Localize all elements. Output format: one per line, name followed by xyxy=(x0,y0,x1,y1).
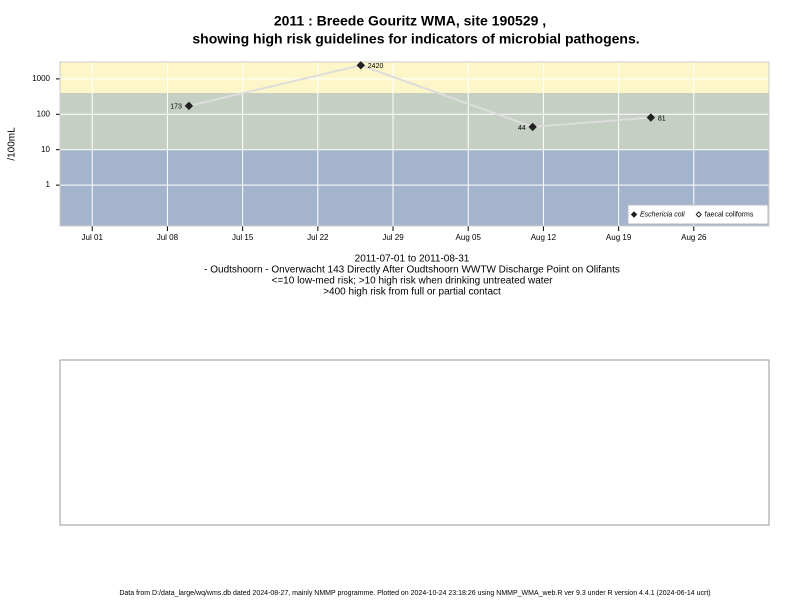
series-line xyxy=(188,64,651,128)
empty-panel xyxy=(59,359,770,526)
legend-label: Eschericia coli xyxy=(640,211,685,218)
subtitle: 2011-07-01 to 2011-08-31 xyxy=(355,254,470,265)
risk-band xyxy=(60,62,769,93)
data-point xyxy=(646,113,656,122)
data-point xyxy=(528,122,537,132)
x-tick-label: Aug 12 xyxy=(531,233,557,242)
legend-marker xyxy=(630,211,638,218)
legend-box xyxy=(627,204,769,225)
y-axis-label: /100mL xyxy=(7,127,18,161)
data-label: 44 xyxy=(518,125,526,132)
subtitle: - Oudtshoorn - Onverwacht 143 Directly A… xyxy=(204,265,620,276)
chart-title: 2011 : Breede Gouritz WMA, site 190529 , xyxy=(274,13,546,29)
subtitle: >400 high risk from full or partial cont… xyxy=(323,287,501,298)
data-point xyxy=(356,61,365,70)
x-tick-label: Jul 29 xyxy=(382,233,404,242)
data-label: 173 xyxy=(170,104,182,111)
footer: Data from D:/data_large/wq/wms.db dated … xyxy=(119,590,710,597)
data-label: 2420 xyxy=(368,63,384,70)
legend-label: faecal coliforms xyxy=(705,211,754,218)
x-tick-label: Aug 19 xyxy=(606,233,632,242)
x-tick-label: Jul 08 xyxy=(157,233,179,242)
data-label: 81 xyxy=(658,115,666,122)
x-tick-label: Jul 22 xyxy=(307,233,329,242)
y-tick-label: 10 xyxy=(41,145,50,154)
y-tick-label: 1000 xyxy=(32,74,50,83)
x-tick-label: Aug 05 xyxy=(456,233,482,242)
x-tick-label: Jul 01 xyxy=(82,233,104,242)
legend-marker xyxy=(695,211,702,218)
subtitle: <=10 low-med risk; >10 high risk when dr… xyxy=(272,276,554,287)
x-tick-label: Aug 26 xyxy=(681,233,707,242)
y-tick-label: 100 xyxy=(37,109,51,118)
x-tick-label: Jul 15 xyxy=(232,233,254,242)
y-tick-label: 1 xyxy=(46,180,51,189)
plot-frame xyxy=(59,61,770,227)
data-point xyxy=(184,101,194,111)
chart-title: showing high risk guidelines for indicat… xyxy=(192,31,639,47)
